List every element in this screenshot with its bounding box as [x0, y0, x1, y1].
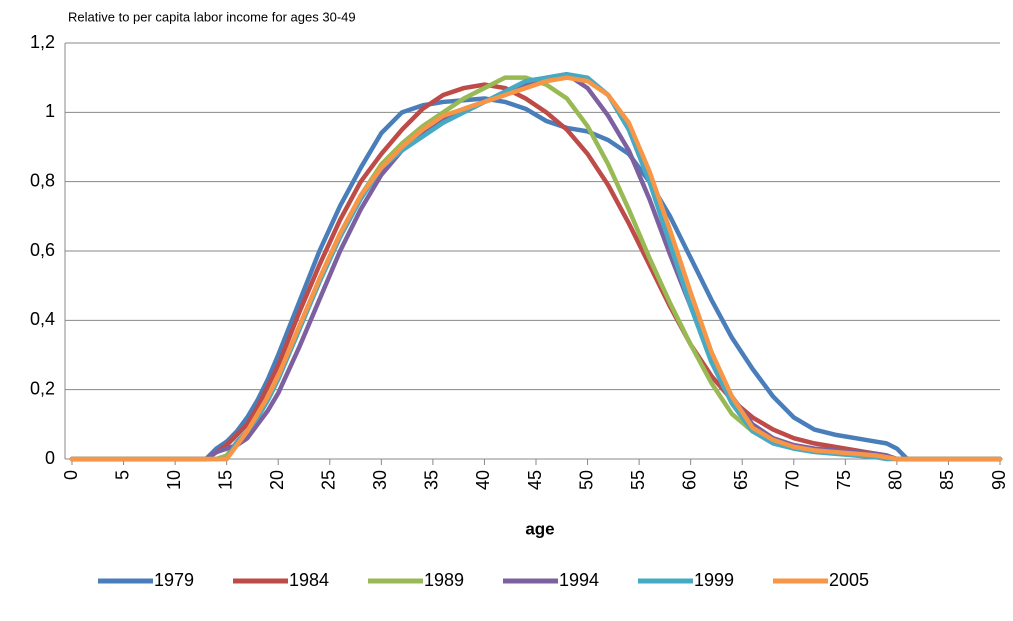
legend-label: 1984 [289, 570, 329, 590]
y-tick-label: 0,6 [30, 240, 55, 260]
x-tick-label: 10 [164, 470, 184, 490]
x-tick-label: 80 [886, 470, 906, 490]
legend-label: 1994 [559, 570, 599, 590]
x-tick-label: 55 [628, 470, 648, 490]
y-tick-label: 1,2 [30, 32, 55, 52]
x-tick-label: 50 [576, 470, 596, 490]
x-tick-label: 65 [731, 470, 751, 490]
x-tick-label: 60 [679, 470, 699, 490]
series-line [69, 71, 1003, 462]
x-tick-label: 70 [783, 470, 803, 490]
x-tick-label: 15 [215, 470, 235, 490]
series-line [69, 75, 1003, 462]
legend-label: 1999 [694, 570, 734, 590]
series-line [69, 71, 1003, 462]
x-tick-label: 90 [989, 470, 1009, 490]
x-tick-label: 0 [61, 470, 81, 480]
x-tick-label: 75 [834, 470, 854, 490]
legend-label: 1979 [154, 570, 194, 590]
x-tick-label: 5 [112, 470, 132, 480]
x-tick-label: 25 [319, 470, 339, 490]
y-tick-label: 1 [45, 101, 55, 121]
series-line [69, 96, 1003, 462]
legend-label: 2005 [829, 570, 869, 590]
y-tick-label: 0,8 [30, 170, 55, 190]
x-tick-label: 85 [937, 470, 957, 490]
x-tick-label: 40 [473, 470, 493, 490]
legend: 1979 1984 1989 1994 1999 2005 [98, 570, 869, 590]
y-tick-label: 0 [45, 448, 55, 468]
x-axis-label: age [525, 519, 554, 538]
y-tick-label: 0,4 [30, 309, 55, 329]
legend-label: 1989 [424, 570, 464, 590]
x-tick-label: 35 [422, 470, 442, 490]
x-tick-label: 45 [525, 470, 545, 490]
series-line [69, 75, 1003, 462]
series-line [69, 82, 1003, 462]
chart-subtitle: Relative to per capita labor income for … [68, 9, 356, 24]
x-tick-label: 20 [267, 470, 287, 490]
y-tick-label: 0,2 [30, 378, 55, 398]
x-tick-label: 30 [370, 470, 390, 490]
